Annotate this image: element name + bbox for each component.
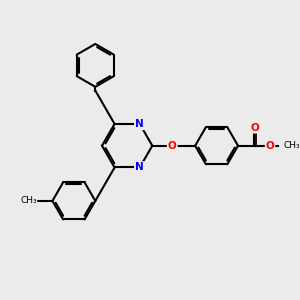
Text: CH₃: CH₃ (284, 141, 300, 150)
Text: O: O (168, 141, 177, 151)
Text: O: O (266, 141, 274, 151)
Text: N: N (135, 163, 144, 172)
Text: N: N (135, 119, 144, 129)
Text: O: O (250, 123, 259, 133)
Text: CH₃: CH₃ (20, 196, 37, 206)
